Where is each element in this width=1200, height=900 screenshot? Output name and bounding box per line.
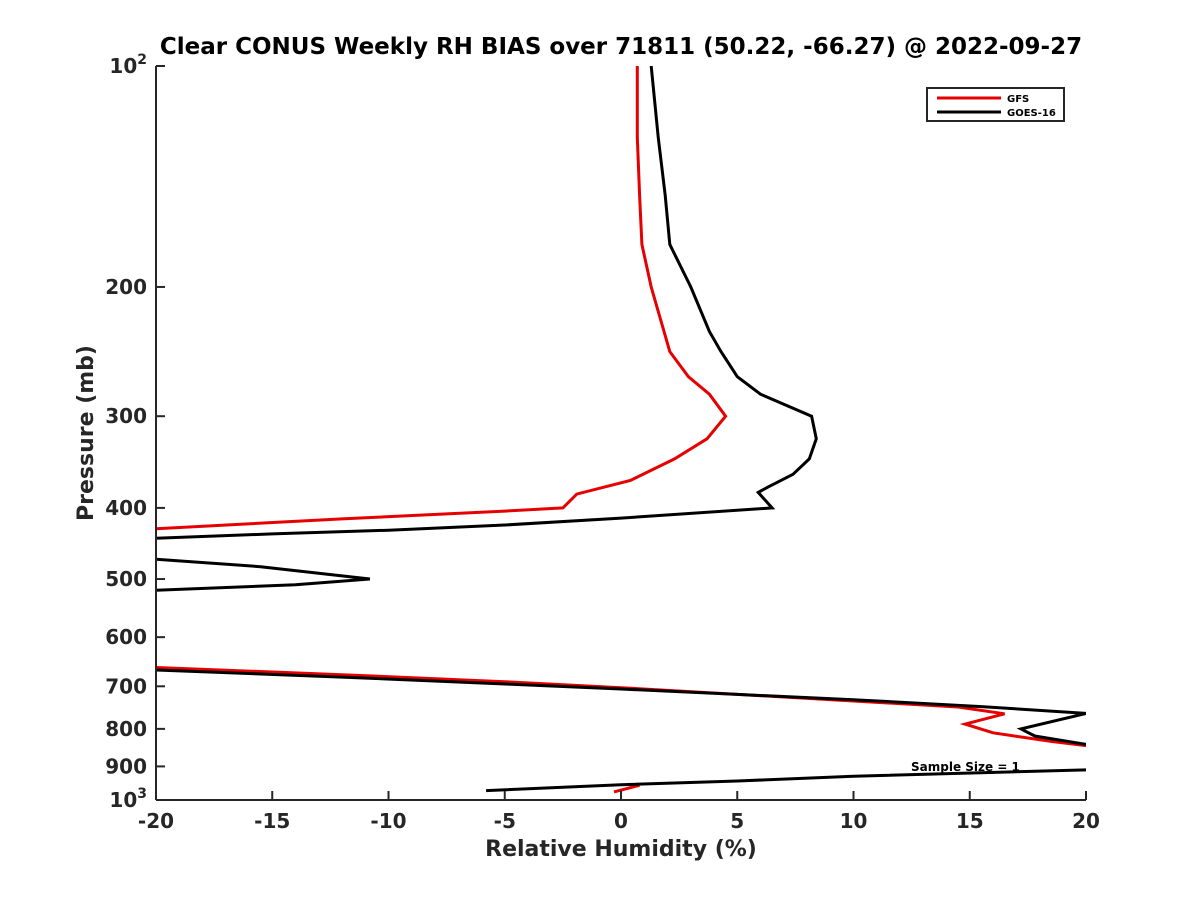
y-tick-label: 500 (105, 567, 147, 591)
x-tick-label: 5 (730, 809, 744, 833)
x-tick-label: -20 (138, 809, 174, 833)
series-line-gfs-segment-2 (156, 666, 1086, 748)
chart-title: Clear CONUS Weekly RH BIAS over 71811 (5… (160, 34, 1082, 60)
y-tick-label: 102 (109, 52, 147, 78)
x-axis-label: Relative Humidity (%) (485, 837, 757, 862)
sample-size-annotation: Sample Size = 1 (911, 760, 1020, 774)
x-tick-label: 10 (840, 809, 868, 833)
y-tick-label: 300 (105, 404, 147, 428)
legend-entry-label: GOES-16 (1007, 108, 1056, 119)
x-tick-label: 20 (1072, 809, 1100, 833)
x-tick-label: 0 (614, 809, 628, 833)
axes: -20 -15 -10 -5 0 5 10 15 20 102 200 300 400 500 600 700… (105, 52, 1100, 833)
x-tick-label: -15 (254, 809, 290, 833)
y-tick-label: 600 (105, 625, 147, 649)
y-tick-label: 900 (105, 754, 147, 778)
y-axis-label: Pressure (mb) (74, 345, 99, 521)
y-tick-label: 103 (109, 786, 147, 812)
legend-entry-label: GFS (1007, 94, 1029, 105)
x-tick-label: -10 (370, 809, 406, 833)
legend-box (926, 87, 1065, 122)
series-line-gfs-segment-1 (156, 66, 728, 531)
y-tick-label: 400 (105, 496, 147, 520)
series-line-gfs-segment-3 (613, 783, 640, 794)
y-tick-label: 800 (105, 717, 147, 741)
series-line-goes-16-segment-4 (486, 768, 1086, 793)
series-line-goes-16-segment-3 (156, 668, 1086, 746)
plot-area (156, 66, 1086, 794)
series-line-goes-16-segment-1 (156, 66, 818, 540)
series-line-goes-16-segment-2 (156, 557, 371, 592)
x-tick-label: -5 (494, 809, 516, 833)
legend: GFS GOES-16 (926, 87, 1065, 122)
y-tick-label: 200 (105, 275, 147, 299)
x-tick-label: 15 (956, 809, 984, 833)
y-tick-label: 700 (105, 674, 147, 698)
